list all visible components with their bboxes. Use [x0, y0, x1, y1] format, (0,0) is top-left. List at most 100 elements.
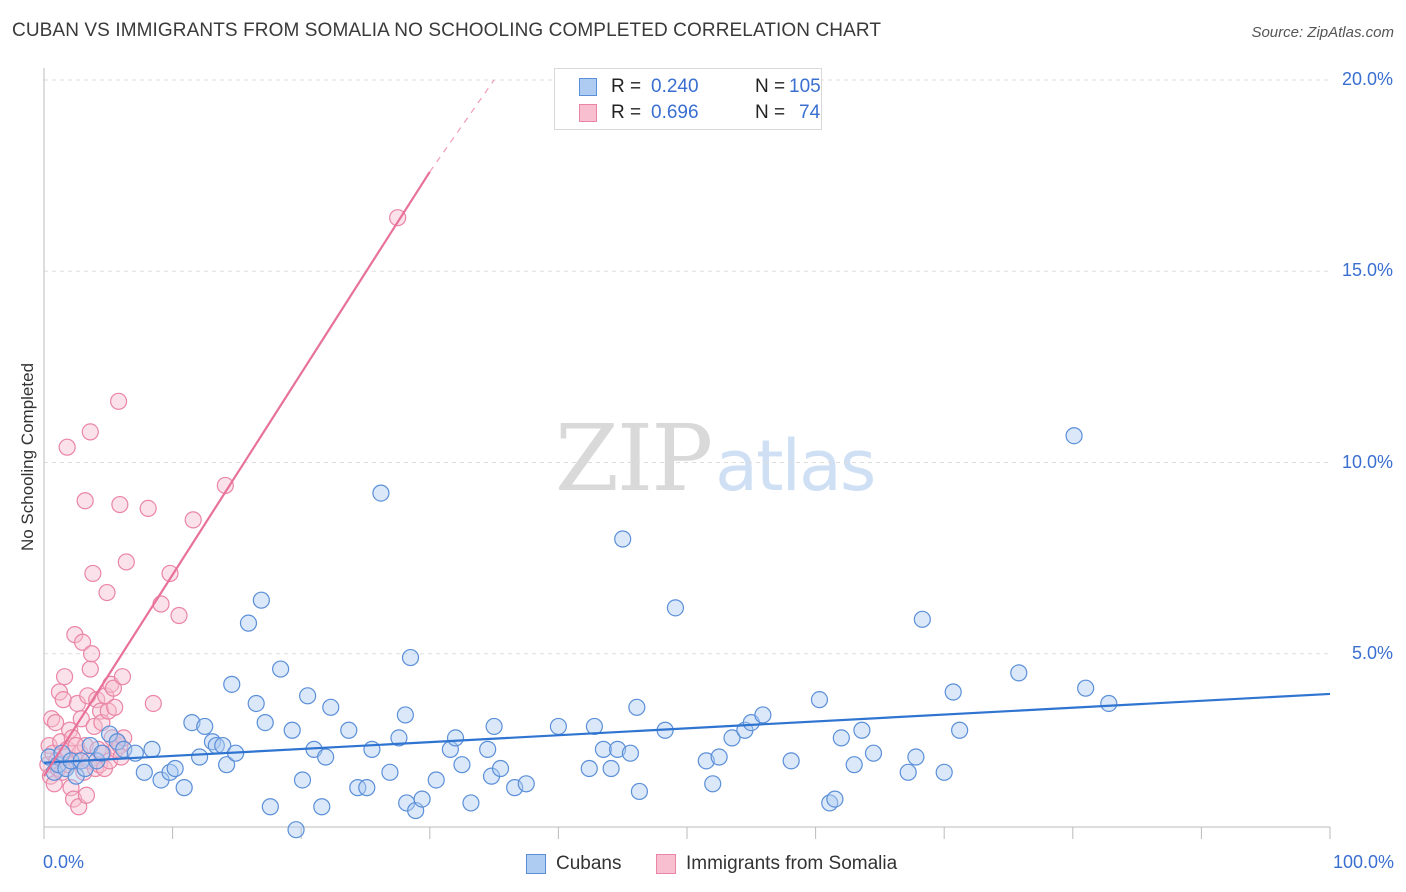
- stats-n-value: 74: [799, 102, 821, 123]
- cuban-point: [218, 756, 236, 774]
- cuban-point: [135, 763, 153, 781]
- cuban-point: [183, 713, 201, 732]
- cuban-point: [621, 744, 640, 762]
- y-tick-label: 15.0%: [1341, 260, 1393, 281]
- cuban-point: [697, 752, 715, 770]
- cuban-point: [907, 748, 925, 766]
- cuban-point: [944, 683, 962, 701]
- y-tick-label: 20.0%: [1341, 69, 1393, 89]
- cuban-point: [594, 740, 613, 758]
- stats-r-value: 0.240: [651, 76, 699, 97]
- cuban-point: [453, 756, 471, 774]
- somalia-point: [109, 392, 128, 410]
- cuban-point: [340, 721, 358, 739]
- stats-n-label: N =: [755, 76, 786, 97]
- cuban-point: [381, 763, 399, 781]
- somalia-point: [106, 698, 124, 716]
- cuban-point: [363, 740, 381, 758]
- somalia-point: [85, 717, 103, 736]
- cuban-point: [446, 729, 465, 747]
- cuban-point: [845, 756, 863, 774]
- cuban-point: [247, 694, 265, 713]
- cuban-point: [935, 763, 953, 781]
- legend-swatch-somalia: [656, 854, 676, 874]
- cuban-point: [166, 759, 184, 778]
- cuban-points: [40, 427, 1118, 839]
- somalia-trend-line: [43, 171, 431, 777]
- cuban-point: [283, 721, 301, 739]
- somalia-point: [152, 595, 170, 613]
- cuban-point: [261, 798, 279, 816]
- stats-r-label: R =: [611, 76, 642, 97]
- cuban-point: [602, 759, 620, 778]
- cuban-point: [630, 782, 649, 801]
- cuban-point: [810, 691, 829, 709]
- cuban-point: [401, 648, 420, 667]
- cuban-point: [272, 660, 290, 678]
- cuban-point: [704, 775, 722, 793]
- cuban-point: [1010, 664, 1028, 682]
- cuban-point: [252, 591, 270, 609]
- somalia-point: [81, 660, 99, 678]
- cuban-point: [462, 794, 480, 812]
- cuban-point: [313, 798, 331, 816]
- stats-n-value: 105: [789, 76, 821, 97]
- somalia-points: [39, 209, 407, 816]
- somalia-point: [55, 668, 74, 686]
- cuban-point: [372, 484, 390, 502]
- cuban-point: [223, 675, 241, 693]
- somalia-point: [389, 209, 407, 227]
- stats-r-value: 0.696: [651, 102, 699, 123]
- somalia-point: [117, 553, 135, 571]
- cuban-point: [1065, 427, 1083, 445]
- cuban-point: [191, 748, 209, 766]
- cuban-point: [826, 790, 844, 808]
- cuban-point: [256, 713, 274, 732]
- cuban-point: [358, 779, 376, 797]
- stats-swatch-somalia: [579, 104, 597, 122]
- chart-title: CUBAN VS IMMIGRANTS FROM SOMALIA NO SCHO…: [12, 20, 882, 41]
- somalia-point: [161, 564, 179, 583]
- somalia-point: [113, 668, 132, 686]
- somalia-point: [144, 694, 162, 713]
- somalia-point: [67, 736, 85, 755]
- cubans-trend-line: [43, 692, 1331, 764]
- legend-label-cubans: Cubans: [556, 853, 622, 874]
- somalia-point: [84, 564, 102, 583]
- somalia-point: [111, 495, 129, 514]
- cuban-point: [427, 771, 445, 789]
- cuban-point: [239, 614, 258, 632]
- stats-swatch-cubans: [579, 78, 597, 96]
- cuban-point: [143, 740, 161, 758]
- legend-swatch-cubans: [526, 854, 546, 874]
- cuban-point: [1077, 679, 1095, 697]
- cuban-point: [666, 599, 685, 617]
- stats-r-label: R =: [611, 102, 642, 123]
- cuban-point: [710, 748, 728, 766]
- cuban-point: [287, 821, 305, 839]
- watermark: ZIPatlas: [555, 405, 876, 512]
- trend-lines: [43, 79, 1331, 777]
- somalia-point: [54, 691, 72, 709]
- cuban-point: [614, 530, 632, 548]
- cuban-point: [390, 729, 408, 747]
- y-tick-label: 10.0%: [1341, 451, 1393, 472]
- cuban-point: [93, 744, 111, 762]
- cuban-point: [899, 763, 917, 781]
- cuban-point: [580, 759, 598, 778]
- cuban-point: [293, 771, 312, 789]
- cuban-point: [517, 775, 535, 793]
- cuban-point: [913, 610, 931, 628]
- cuban-point: [1100, 694, 1118, 713]
- cuban-point: [175, 779, 193, 797]
- cuban-point: [322, 698, 340, 716]
- source-credit: Source: ZipAtlas.com: [1251, 24, 1394, 41]
- somalia-point: [76, 492, 94, 510]
- grid-layer: [44, 79, 1330, 655]
- somalia-point: [170, 606, 188, 625]
- cuban-point: [196, 717, 214, 736]
- stats-legend: R = 0.240 N = 105 R = 0.696 N = 74: [554, 68, 822, 130]
- cuban-point: [299, 687, 317, 705]
- watermark-atlas: atlas: [715, 425, 876, 507]
- somalia-trend-extension: [429, 79, 495, 173]
